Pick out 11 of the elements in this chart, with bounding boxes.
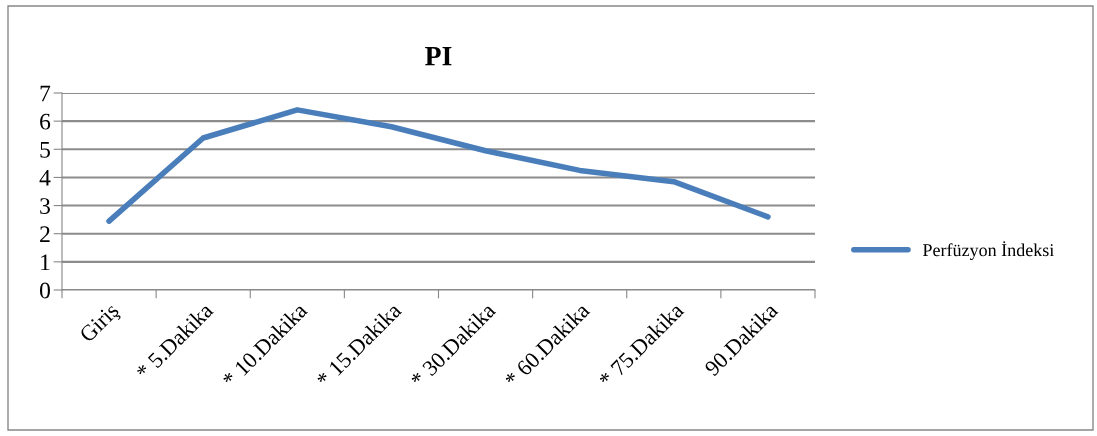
- y-tick-label: 6: [40, 113, 51, 130]
- x-tick-label: Giriş: [78, 302, 123, 347]
- y-tick-label: 3: [40, 198, 50, 214]
- y-tick-label: 0: [39, 282, 50, 299]
- y-tick-label: 7: [40, 85, 51, 102]
- y-tick-label: 1: [41, 254, 50, 271]
- y-tick-label: 4: [39, 170, 51, 186]
- legend-label: Perfüzyon İndeksi: [922, 241, 1054, 260]
- y-tick-label: 2: [40, 226, 50, 242]
- y-tick-label: 5: [40, 142, 50, 158]
- chart-title: PI: [425, 47, 452, 66]
